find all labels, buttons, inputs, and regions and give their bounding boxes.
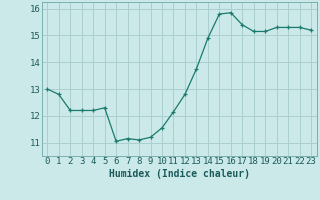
X-axis label: Humidex (Indice chaleur): Humidex (Indice chaleur)	[109, 169, 250, 179]
